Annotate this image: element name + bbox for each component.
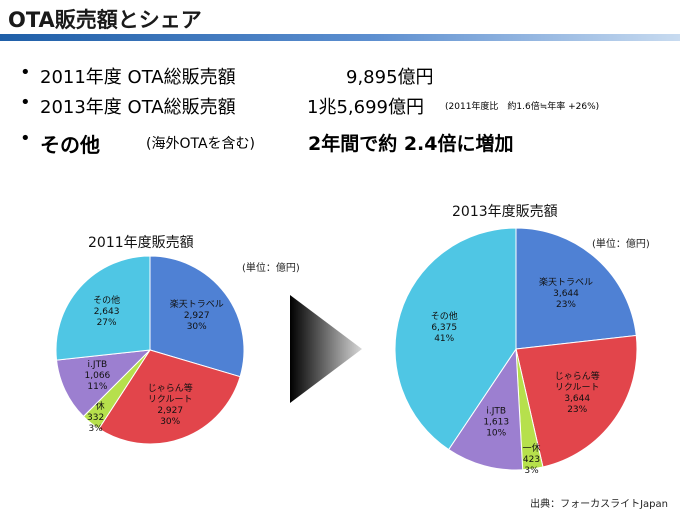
page-title: OTA販売額とシェア bbox=[8, 8, 202, 32]
bullet-value: 1兆5,699億円 bbox=[307, 97, 424, 118]
bullet-sub-label: (海外OTAを含む) bbox=[146, 136, 255, 152]
bullet-2011-total: • 2011年度 OTA総販売額 9,895億円 bbox=[20, 62, 675, 92]
bullet-dot: • bbox=[20, 128, 31, 149]
chart-title-2013: 2013年度販売額 bbox=[452, 204, 558, 220]
slice-label: じゃらん等リクルート 2,927 30% bbox=[148, 382, 193, 427]
chart-unit-2013: (単位：億円) bbox=[592, 239, 650, 250]
slice-label: i.JTB 1,066 11% bbox=[85, 360, 111, 392]
bullet-label: 2013年度 OTA総販売額 bbox=[40, 97, 236, 118]
bullet-2013-total: • 2013年度 OTA総販売額 1兆5,699億円 (2011年度比 約1.6… bbox=[20, 92, 675, 122]
pie-2011: 楽天トラベル 2,927 30%じゃらん等リクルート 2,927 30%一休 332 3%i… bbox=[55, 255, 245, 445]
bullet-dot: • bbox=[20, 92, 31, 113]
bullet-label: その他 bbox=[40, 133, 100, 157]
slice-label: 楽天トラベル 2,927 30% bbox=[170, 298, 224, 332]
slice-label: i.JTB 1,613 10% bbox=[483, 406, 509, 438]
pie-slice bbox=[447, 347, 524, 471]
pie-slice bbox=[55, 255, 151, 361]
bullet-dot: • bbox=[20, 62, 31, 83]
bullet-other: • その他 (海外OTAを含む) 2年間で約 2.4倍に増加 bbox=[20, 128, 675, 158]
bullet-value: 2年間で約 2.4倍に増加 bbox=[308, 133, 514, 155]
pie-slice bbox=[394, 227, 517, 451]
bullet-list: • 2011年度 OTA総販売額 9,895億円 • 2013年度 OTA総販売… bbox=[20, 62, 675, 158]
pie-2013: 楽天トラベル 3,644 23% じゃらん等リクルート 3,644 23% 一休 423 3% i… bbox=[394, 227, 638, 476]
pie-slice bbox=[149, 255, 245, 378]
chart-unit-2011: (単位：億円) bbox=[242, 263, 300, 274]
chart-title-2011: 2011年度販売額 bbox=[88, 235, 194, 251]
slice-label: その他 6,375 41% bbox=[431, 310, 458, 344]
title-underline bbox=[0, 34, 680, 41]
slice-label: じゃらん等リクルート 3,644 23% bbox=[555, 370, 600, 415]
slice-label: その他 2,643 27% bbox=[93, 294, 120, 328]
bullet-note: (2011年度比 約1.6倍≒年率 +26%) bbox=[445, 102, 600, 112]
slice-label: 一休 423 3% bbox=[522, 442, 540, 476]
bullet-label: 2011年度 OTA総販売額 bbox=[40, 67, 236, 88]
pie-slice bbox=[515, 334, 638, 468]
pie-slice bbox=[515, 227, 637, 350]
source-note: 出典：フォーカスライトJapan bbox=[530, 499, 668, 510]
bullet-value: 9,895億円 bbox=[346, 67, 434, 88]
slice-label: 楽天トラベル 3,644 23% bbox=[539, 276, 593, 310]
arrow-right-icon bbox=[290, 295, 362, 403]
pie-slice bbox=[98, 349, 241, 445]
